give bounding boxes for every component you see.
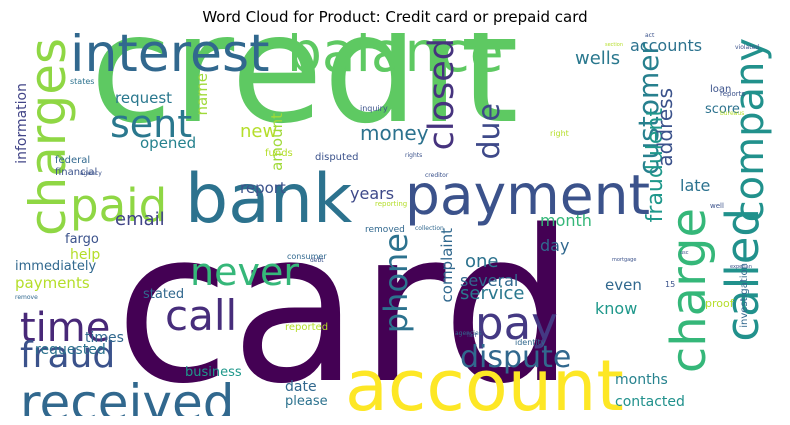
- word-interest: interest: [70, 33, 270, 84]
- word-late: late: [680, 176, 711, 195]
- word-experian: experian: [730, 264, 752, 270]
- word-received: received: [20, 374, 235, 416]
- word-credit: credit: [90, 33, 519, 157]
- word-well: well: [710, 202, 724, 210]
- word-never: never: [190, 250, 299, 294]
- word-rights: rights: [405, 152, 423, 159]
- word-know: know: [595, 299, 638, 318]
- word-bank: bank: [185, 160, 353, 239]
- word-name: name: [193, 73, 211, 116]
- word-reported: reported: [285, 322, 329, 333]
- word-accounts: accounts: [630, 36, 703, 55]
- word-inquiry: inquiry: [360, 104, 388, 113]
- word-immediately: immediately: [15, 259, 97, 274]
- word-request: request: [115, 89, 173, 107]
- word-consumer: consumer: [287, 252, 327, 261]
- word-removed: removed: [365, 225, 405, 235]
- word-sent: sent: [110, 102, 193, 146]
- word-collection: collection: [415, 225, 444, 232]
- word-score: score: [705, 102, 740, 117]
- word-opened: opened: [140, 134, 197, 152]
- word-creditor: creditor: [425, 172, 449, 179]
- word-federal: federal: [55, 155, 91, 166]
- word-financial: financial: [55, 167, 98, 178]
- word-service: service: [460, 283, 525, 304]
- word-payments: payments: [15, 274, 90, 292]
- word-phone: phone: [377, 233, 415, 334]
- word-report: report: [240, 179, 286, 197]
- word-business: business: [185, 365, 242, 380]
- word-date: date: [285, 379, 317, 395]
- word-right: right: [550, 129, 569, 138]
- word-even: even: [605, 276, 642, 294]
- word-day: day: [540, 236, 570, 255]
- word-times: times: [85, 330, 124, 346]
- word-account: account: [345, 345, 624, 416]
- word-reporting: reporting: [375, 200, 408, 208]
- word-mortgage: mortgage: [612, 257, 637, 263]
- word-debt: debt: [310, 257, 324, 264]
- word-remove: remove: [15, 294, 38, 301]
- word-states: states: [70, 77, 95, 86]
- word-month: month: [540, 211, 592, 230]
- word-charge: charge: [661, 208, 717, 374]
- word-act: act: [645, 33, 655, 39]
- word-address: address: [653, 88, 677, 167]
- word-paid: paid: [70, 179, 168, 232]
- word-fargo: fargo: [65, 232, 99, 247]
- word-charges: charges: [19, 38, 77, 237]
- word-15: 15: [665, 280, 676, 289]
- word-violated: violated: [735, 44, 760, 51]
- word-time: time: [20, 305, 111, 351]
- word-section: section: [605, 42, 624, 48]
- word-requested: requested: [35, 342, 106, 358]
- word-fraud: fraud: [20, 335, 116, 376]
- word-several: several: [460, 271, 519, 290]
- word-closed: closed: [422, 38, 462, 151]
- word-agencies: agencies: [455, 330, 482, 337]
- word-call: call: [165, 291, 238, 340]
- word-pay: pay: [475, 297, 558, 350]
- chart-title: Word Cloud for Product: Credit card or p…: [202, 8, 588, 26]
- word-wells: wells: [575, 48, 621, 69]
- word-usc: usc: [680, 250, 689, 256]
- word-dispute: dispute: [460, 340, 572, 375]
- word-agency: agency: [80, 170, 102, 177]
- word-balance: balance: [287, 33, 504, 84]
- word-years: years: [350, 184, 395, 203]
- word-company: company: [727, 38, 773, 223]
- word-contacted: contacted: [615, 394, 685, 410]
- word-loan: loan: [710, 84, 732, 95]
- word-cloud: credit card bank account payment balance…: [15, 33, 778, 416]
- word-email: email: [115, 209, 165, 230]
- word-reports: reports: [720, 90, 746, 98]
- word-complaint: complaint: [438, 228, 456, 303]
- word-funds: funds: [265, 148, 293, 159]
- word-proof: proof: [705, 297, 734, 310]
- word-payment: payment: [405, 163, 651, 227]
- word-stated: stated: [143, 287, 185, 302]
- word-card: card: [115, 185, 576, 416]
- word-one: one: [465, 251, 499, 272]
- word-identity: identity: [515, 338, 546, 347]
- word-money: money: [360, 121, 429, 145]
- word-months: months: [615, 372, 668, 388]
- word-help: help: [70, 247, 101, 263]
- word-new: new: [240, 121, 278, 142]
- word-amount: amount: [268, 113, 286, 171]
- word-information: information: [15, 83, 30, 164]
- word-investigation: investigation: [739, 263, 750, 328]
- word-due: due: [472, 103, 507, 160]
- word-please: please: [285, 394, 328, 409]
- word-fair: fair: [467, 332, 477, 339]
- word-bureaus: bureaus: [720, 110, 745, 117]
- word-disputed: disputed: [315, 152, 359, 163]
